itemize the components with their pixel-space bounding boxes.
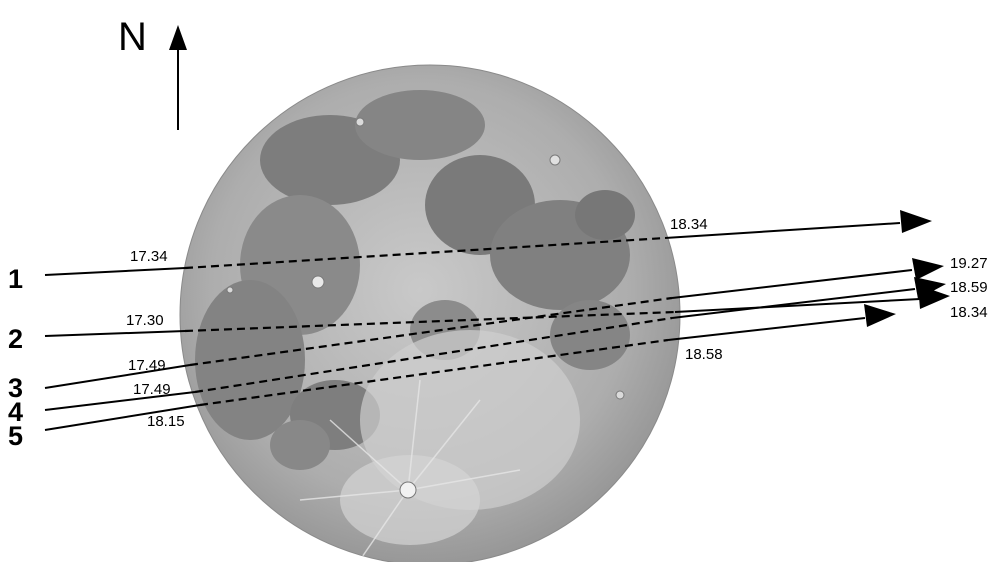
north-label: N	[118, 15, 147, 59]
track-line-behind-moon	[184, 310, 676, 333]
end-time-2: 18.34	[950, 304, 988, 321]
end-time-4: 18.59	[950, 279, 988, 296]
highland-region	[340, 455, 480, 545]
track-number-2: 2	[8, 324, 23, 354]
track-number-3: 3	[8, 373, 23, 403]
crater	[615, 390, 625, 400]
start-time-3: 17.49	[128, 357, 166, 374]
track-line-outside	[44, 404, 201, 431]
track-line-outside	[44, 330, 186, 337]
start-time-4: 17.49	[133, 381, 171, 398]
mare-region	[355, 90, 485, 160]
track-4	[44, 277, 946, 411]
crater	[355, 117, 365, 127]
track-number-1: 1	[8, 264, 23, 294]
arrowhead	[914, 277, 946, 299]
track-line-outside	[671, 269, 913, 299]
track-line-outside	[674, 298, 921, 313]
arrowhead	[900, 210, 932, 233]
track-line-outside	[671, 288, 916, 319]
end-time-1: 18.34	[670, 216, 708, 233]
mare-region	[550, 300, 630, 370]
track-line-behind-moon	[189, 296, 673, 367]
track-line-behind-moon	[199, 338, 669, 407]
start-time-2: 17.30	[126, 312, 164, 329]
track-line-outside	[44, 267, 186, 276]
track-line-outside	[664, 222, 901, 239]
track-5	[44, 304, 896, 431]
track-3	[44, 258, 944, 389]
moon-image	[179, 64, 681, 562]
crater	[399, 481, 417, 499]
track-line-outside	[44, 364, 191, 389]
track-1	[44, 210, 932, 276]
start-time-1: 17.34	[130, 248, 168, 265]
track-line-behind-moon	[194, 316, 673, 394]
mare-region	[575, 190, 635, 240]
end-time-3: 19.27	[950, 255, 988, 272]
crater-rays	[299, 379, 521, 561]
mare-region	[270, 420, 330, 470]
end-time-5: 18.58	[685, 346, 723, 363]
crater	[226, 286, 234, 294]
track-number-5: 5	[8, 421, 23, 451]
crater	[549, 154, 561, 166]
track-line-outside	[667, 317, 866, 341]
mare-region	[195, 280, 305, 440]
track-number-4: 4	[8, 397, 23, 427]
arrowhead	[864, 304, 896, 327]
track-line-behind-moon	[184, 236, 666, 270]
start-time-5: 18.15	[147, 413, 185, 430]
crater	[311, 275, 325, 289]
north-arrow	[169, 25, 187, 130]
track-line-outside	[44, 391, 196, 411]
arrowhead	[912, 258, 944, 280]
